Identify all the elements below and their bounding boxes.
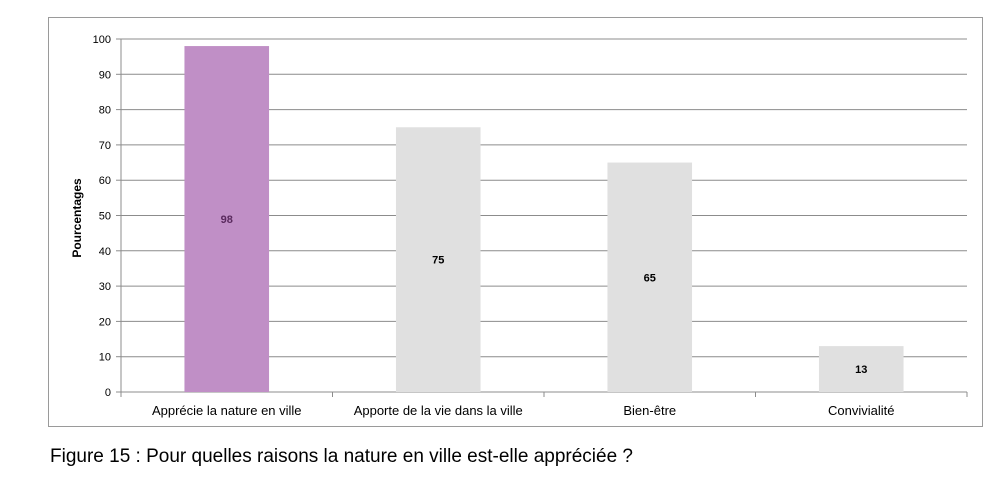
y-tick-label: 30 <box>99 281 111 293</box>
y-tick-label: 40 <box>99 246 111 258</box>
data-label: 13 <box>855 364 867 376</box>
bars <box>184 46 904 392</box>
bar-chart: 0 10 20 30 40 50 60 70 80 90 100 98 Apprécie la nat… <box>70 34 968 418</box>
y-tick-label: 10 <box>99 352 111 364</box>
y-tick-label: 20 <box>99 316 111 328</box>
y-tick-label: 0 <box>105 387 111 399</box>
data-label: 65 <box>644 272 656 284</box>
bar <box>395 127 481 392</box>
y-tick-label: 80 <box>99 105 111 117</box>
data-label: 75 <box>432 255 444 267</box>
bar <box>818 346 904 392</box>
category-label: Apprécie la nature en ville <box>152 403 302 418</box>
bar <box>184 46 270 392</box>
chart-frame: 0 10 20 30 40 50 60 70 80 90 100 98 Apprécie la nat… <box>48 17 983 427</box>
labels: 98 Apprécie la nature en ville 75 Apporte d… <box>152 214 895 418</box>
category-label: Apporte de la vie dans la ville <box>354 403 523 418</box>
y-axis-label: Pourcentages <box>70 178 84 258</box>
category-label: Bien-être <box>623 403 676 418</box>
y-tick-label: 90 <box>99 69 111 81</box>
category-label: Convivialité <box>828 403 894 418</box>
y-tick-label: 70 <box>99 140 111 152</box>
y-tick-label: 60 <box>99 175 111 187</box>
figure-caption: Figure 15 : Pour quelles raisons la natu… <box>50 446 633 467</box>
y-tick-label: 50 <box>99 211 111 223</box>
y-tick-label: 100 <box>93 34 111 46</box>
bar <box>607 162 693 392</box>
data-label: 98 <box>221 214 233 226</box>
